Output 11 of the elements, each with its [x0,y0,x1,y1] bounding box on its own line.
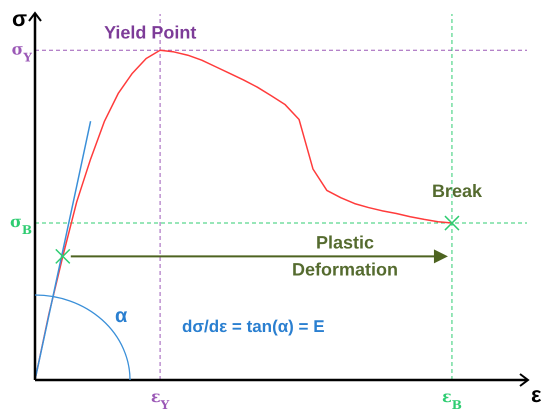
x-tick-label: ε$_{Y}$ [150,387,170,412]
x-tick-label: ε$_{B}$ [442,387,462,412]
ref-line-label: σ$_{Y}$ [12,39,32,64]
annotation: Yield Point [104,22,196,42]
x-axis-title: ε [531,382,542,407]
annotation: Break [432,181,483,202]
annotation: dσ/dε = tan(α) = E [182,317,325,336]
annotation: Plastic Deformation [292,232,398,280]
ref-line-label: σ$_{B}$ [10,212,32,238]
y-axis-title: σ [12,6,27,31]
annotation: α [115,305,128,327]
